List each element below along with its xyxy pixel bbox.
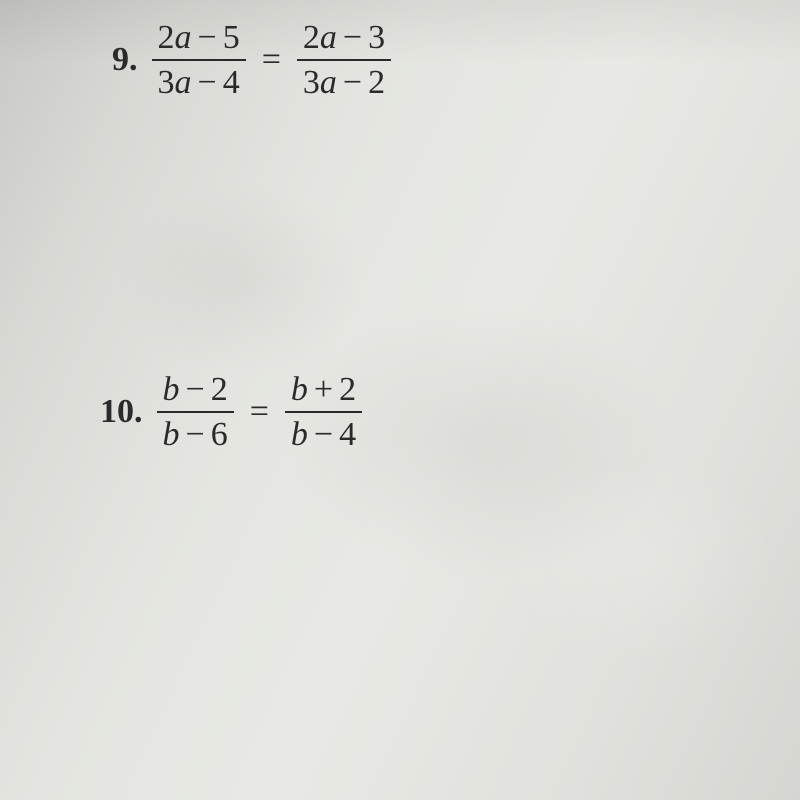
problem-number: 10. <box>100 393 143 431</box>
numerator: b−2 <box>157 370 234 409</box>
fraction-bar <box>157 411 234 413</box>
right-fraction: 2a−3 3a−2 <box>297 18 391 102</box>
numerator: b+2 <box>285 370 362 409</box>
denominator: 3a−4 <box>152 63 246 102</box>
left-fraction: b−2 b−6 <box>157 370 234 454</box>
left-fraction: 2a−5 3a−4 <box>152 18 246 102</box>
problem-10: 10. b−2 b−6 = b+2 b−4 <box>100 370 362 454</box>
equation: 2a−5 3a−4 = 2a−3 3a−2 <box>152 18 392 102</box>
equation: b−2 b−6 = b+2 b−4 <box>157 370 363 454</box>
equals-sign: = <box>250 393 269 431</box>
fraction-bar <box>152 59 246 61</box>
denominator: b−4 <box>285 415 362 454</box>
denominator: b−6 <box>157 415 234 454</box>
problem-number: 9. <box>112 41 138 79</box>
problem-9: 9. 2a−5 3a−4 = 2a−3 3a−2 <box>112 18 391 102</box>
fraction-bar <box>297 59 391 61</box>
fraction-bar <box>285 411 362 413</box>
denominator: 3a−2 <box>297 63 391 102</box>
right-fraction: b+2 b−4 <box>285 370 362 454</box>
equals-sign: = <box>262 41 281 79</box>
numerator: 2a−5 <box>152 18 246 57</box>
numerator: 2a−3 <box>297 18 391 57</box>
